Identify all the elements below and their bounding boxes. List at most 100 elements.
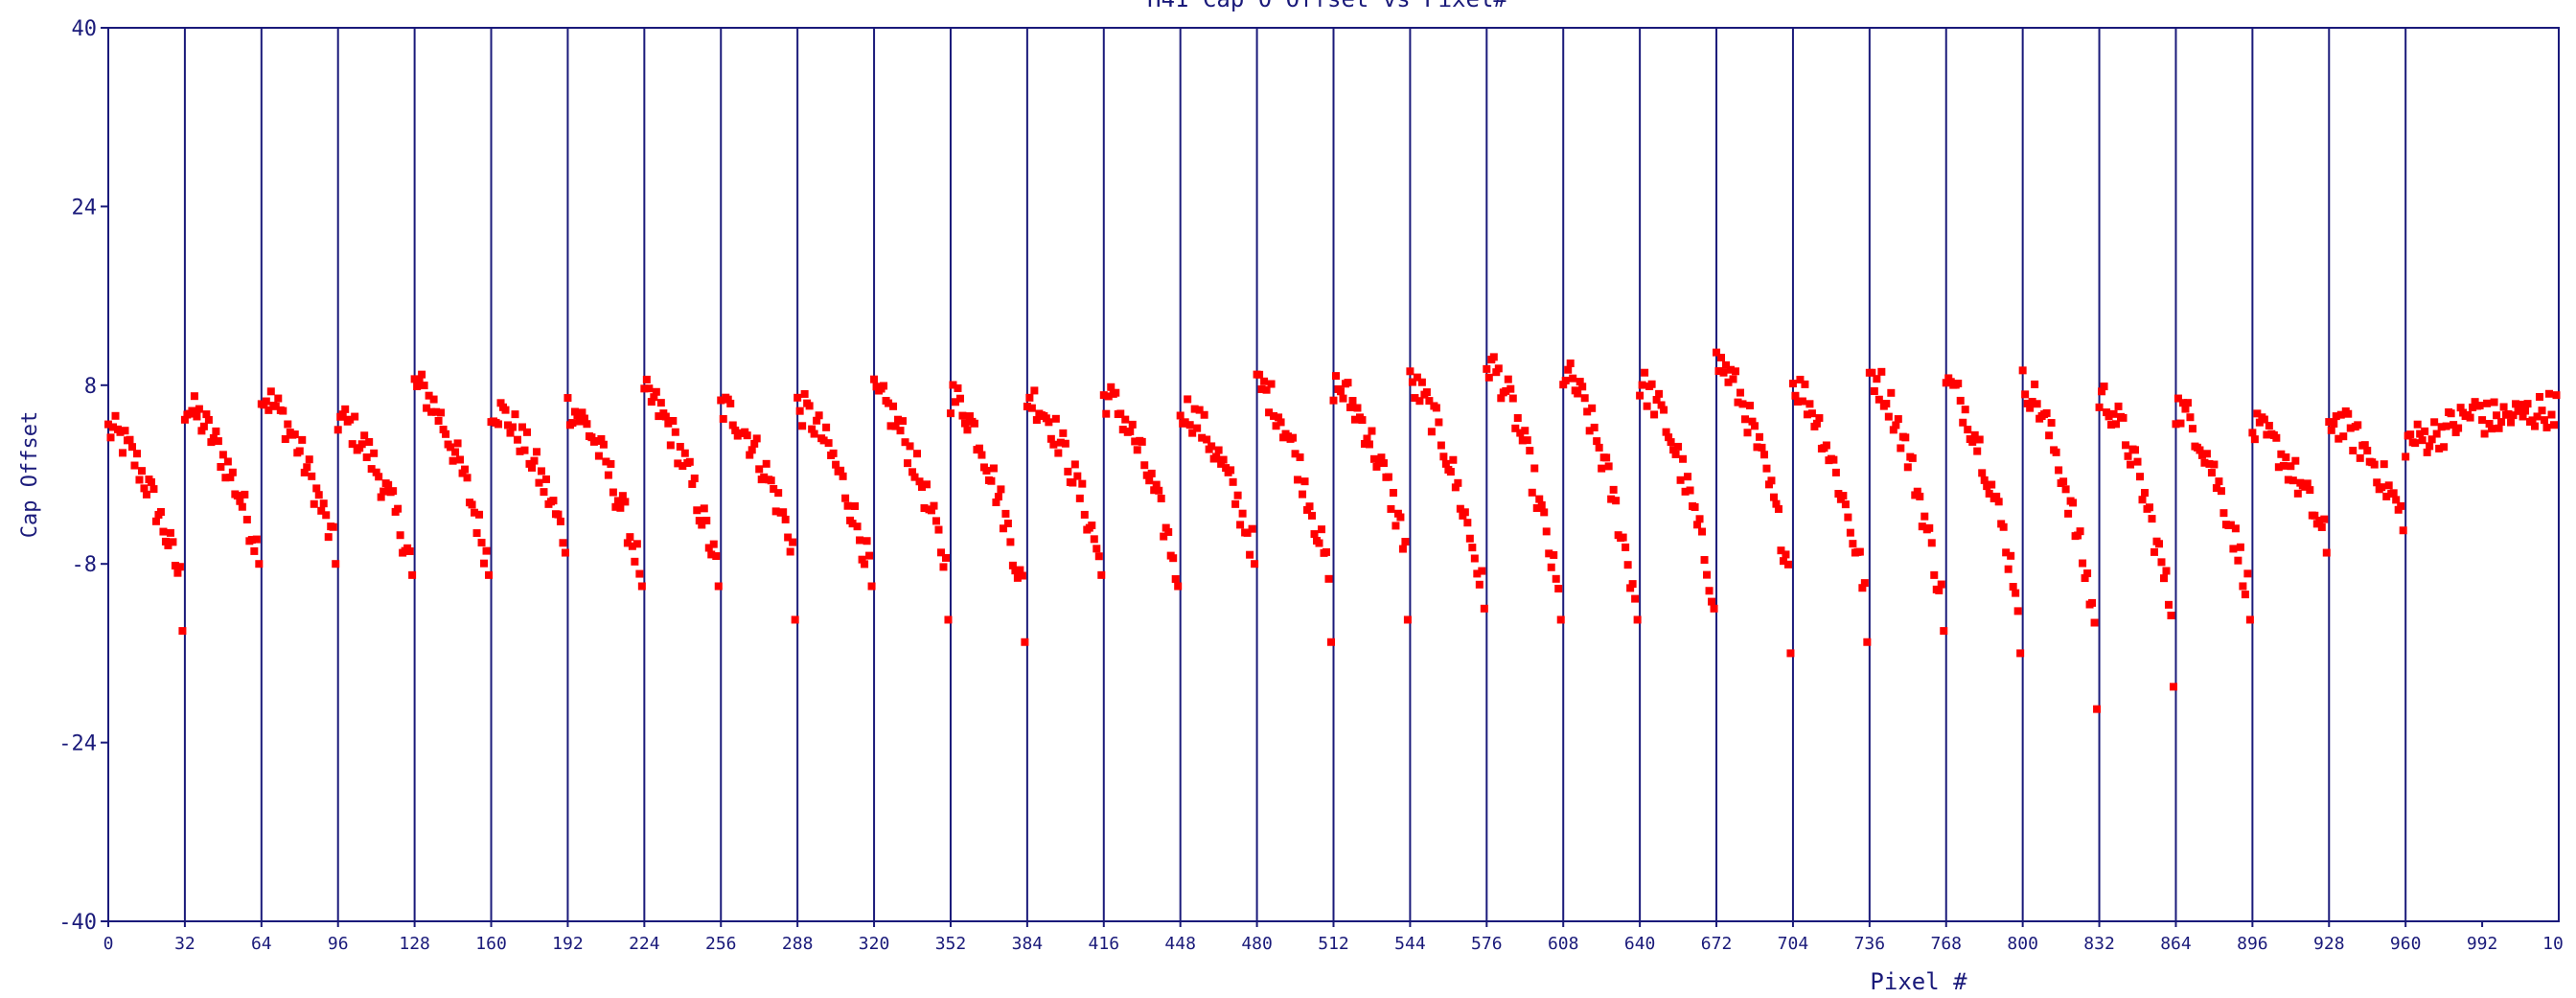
- data-point: [975, 444, 983, 453]
- data-point: [999, 524, 1007, 533]
- data-point: [228, 468, 237, 476]
- data-point: [1460, 508, 1469, 517]
- data-point: [221, 474, 230, 482]
- data-point: [642, 375, 651, 383]
- data-point: [1126, 428, 1135, 436]
- data-point: [1372, 462, 1381, 471]
- data-point: [1844, 513, 1852, 522]
- data-point: [1894, 415, 1902, 424]
- data-point: [178, 627, 187, 636]
- data-point: [2514, 406, 2522, 415]
- data-point: [1484, 373, 1493, 382]
- data-point: [2004, 565, 2012, 573]
- data-point: [664, 419, 673, 428]
- data-point: [2311, 511, 2319, 520]
- data-point: [1980, 476, 1989, 484]
- data-point: [1389, 489, 1397, 498]
- data-point: [609, 488, 617, 497]
- data-point: [2174, 394, 2182, 403]
- data-point: [1270, 411, 1278, 420]
- data-point: [623, 539, 632, 547]
- data-point: [1540, 508, 1549, 517]
- data-point: [2536, 392, 2544, 401]
- data-point: [2382, 492, 2391, 500]
- data-point: [910, 473, 919, 481]
- data-point: [2493, 411, 2501, 420]
- data-point: [1858, 584, 1867, 592]
- data-point: [150, 485, 158, 494]
- data-point: [415, 378, 424, 386]
- data-point: [1473, 569, 1482, 578]
- data-point: [1092, 545, 1101, 553]
- data-point: [685, 457, 694, 466]
- data-point: [655, 412, 663, 421]
- data-point: [1796, 375, 1805, 383]
- data-point: [2346, 424, 2355, 432]
- data-point: [1550, 550, 1558, 559]
- data-point: [1783, 560, 1792, 569]
- x-tick-label: 320: [859, 934, 890, 954]
- data-point: [351, 412, 359, 421]
- data-point: [949, 381, 957, 389]
- data-point: [2402, 453, 2410, 461]
- x-tick-label: 864: [2160, 934, 2192, 954]
- data-point: [631, 557, 639, 566]
- data-point: [2009, 583, 2017, 592]
- data-point: [197, 427, 206, 435]
- data-point: [896, 427, 905, 435]
- data-point: [1710, 604, 1718, 613]
- data-point: [522, 428, 531, 436]
- data-point: [132, 450, 141, 458]
- data-point: [611, 502, 620, 511]
- data-point: [750, 439, 759, 448]
- data-point: [934, 525, 943, 534]
- data-point: [1622, 543, 1630, 551]
- data-point: [1229, 477, 1237, 486]
- data-point: [1671, 450, 1680, 458]
- data-point: [958, 411, 967, 420]
- data-point: [1791, 391, 1800, 400]
- data-point: [1090, 535, 1098, 544]
- x-tick-label: 96: [328, 934, 349, 954]
- data-point: [1920, 512, 1929, 521]
- data-point: [1698, 527, 1707, 536]
- data-point: [1121, 415, 1130, 424]
- data-point: [300, 468, 309, 476]
- data-point: [1275, 413, 1283, 422]
- data-point: [647, 398, 656, 406]
- data-point: [362, 453, 371, 462]
- data-point: [1978, 469, 1987, 477]
- data-point: [1559, 381, 1568, 389]
- data-point: [1724, 378, 1733, 386]
- data-point: [2104, 412, 2113, 421]
- data-point: [448, 456, 457, 465]
- data-point: [1892, 421, 1900, 429]
- data-point: [2055, 466, 2063, 475]
- data-point: [1155, 486, 1163, 495]
- data-point: [126, 435, 134, 444]
- data-point: [794, 393, 802, 402]
- data-point: [175, 563, 184, 571]
- data-point: [1578, 383, 1587, 391]
- data-point: [1073, 472, 1082, 480]
- data-point: [1595, 443, 1603, 452]
- data-point: [1719, 368, 1728, 377]
- data-point: [1758, 443, 1766, 452]
- data-point: [676, 442, 684, 451]
- data-point: [2485, 420, 2494, 429]
- data-point: [1080, 510, 1089, 519]
- data-point: [2490, 398, 2498, 406]
- data-point: [1133, 446, 1141, 454]
- data-point: [2392, 496, 2401, 504]
- data-point: [1674, 442, 1683, 451]
- data-point: [1502, 386, 1510, 395]
- data-point: [2274, 463, 2283, 472]
- data-point: [661, 412, 670, 421]
- data-point: [770, 484, 778, 493]
- data-point: [308, 472, 316, 480]
- data-point: [1171, 574, 1180, 583]
- data-point: [824, 439, 833, 448]
- data-point: [1483, 364, 1491, 373]
- data-point: [212, 427, 220, 435]
- data-point: [1727, 365, 1736, 374]
